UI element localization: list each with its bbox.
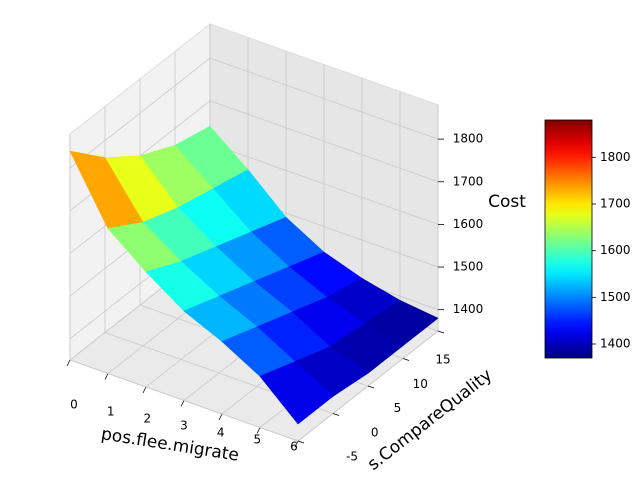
x-tick-label: 1 xyxy=(107,405,115,419)
tick-mark xyxy=(66,359,71,367)
x-tick-label: 0 xyxy=(70,398,78,412)
y-tick-label: 10 xyxy=(413,377,428,391)
y-tick-label: -5 xyxy=(346,450,358,464)
tick-mark xyxy=(294,440,299,448)
colorbar xyxy=(544,119,593,359)
grid-line xyxy=(209,143,439,225)
y-axis-label: s.CompareQuality xyxy=(364,365,496,474)
z-tick-label: 1400 xyxy=(453,302,484,316)
grid-line xyxy=(69,57,211,169)
tick-mark xyxy=(104,373,109,380)
x-tick-label: 4 xyxy=(217,426,225,440)
z-axis-label: Cost xyxy=(488,192,526,212)
tick-mark xyxy=(332,413,340,416)
x-tick-label: 6 xyxy=(290,440,298,454)
grid-line xyxy=(69,359,299,442)
tick-mark xyxy=(180,400,185,407)
tick-mark xyxy=(218,413,223,421)
z-tick-label: 1700 xyxy=(453,174,484,188)
tick-mark xyxy=(297,440,305,444)
grid-line xyxy=(209,100,439,183)
tick-mark xyxy=(142,386,147,394)
surface-patch xyxy=(259,361,334,425)
x-tick-label: 2 xyxy=(144,412,152,426)
x-tick-label: 5 xyxy=(254,433,262,447)
x-tick-label: 3 xyxy=(180,419,188,433)
y-tick-label: 5 xyxy=(394,401,402,415)
tick-mark xyxy=(367,385,375,389)
tick-mark xyxy=(402,358,410,361)
colorbar-tick-label: 1700 xyxy=(600,197,631,211)
colorbar-tick-label: 1400 xyxy=(600,337,631,351)
z-tick-label: 1500 xyxy=(453,260,484,274)
tick-mark xyxy=(256,427,261,434)
surface xyxy=(69,125,439,425)
y-tick-label: 0 xyxy=(371,425,379,439)
grid-line xyxy=(209,57,439,140)
z-tick-label: 1800 xyxy=(453,132,484,146)
colorbar-tick-label: 1600 xyxy=(600,243,631,257)
tick-mark xyxy=(437,330,445,334)
y-tick-label: 15 xyxy=(435,353,450,367)
colorbar-tick-label: 1500 xyxy=(600,290,631,304)
z-tick-label: 1600 xyxy=(453,217,484,231)
colorbar-tick-label: 1800 xyxy=(600,150,631,164)
